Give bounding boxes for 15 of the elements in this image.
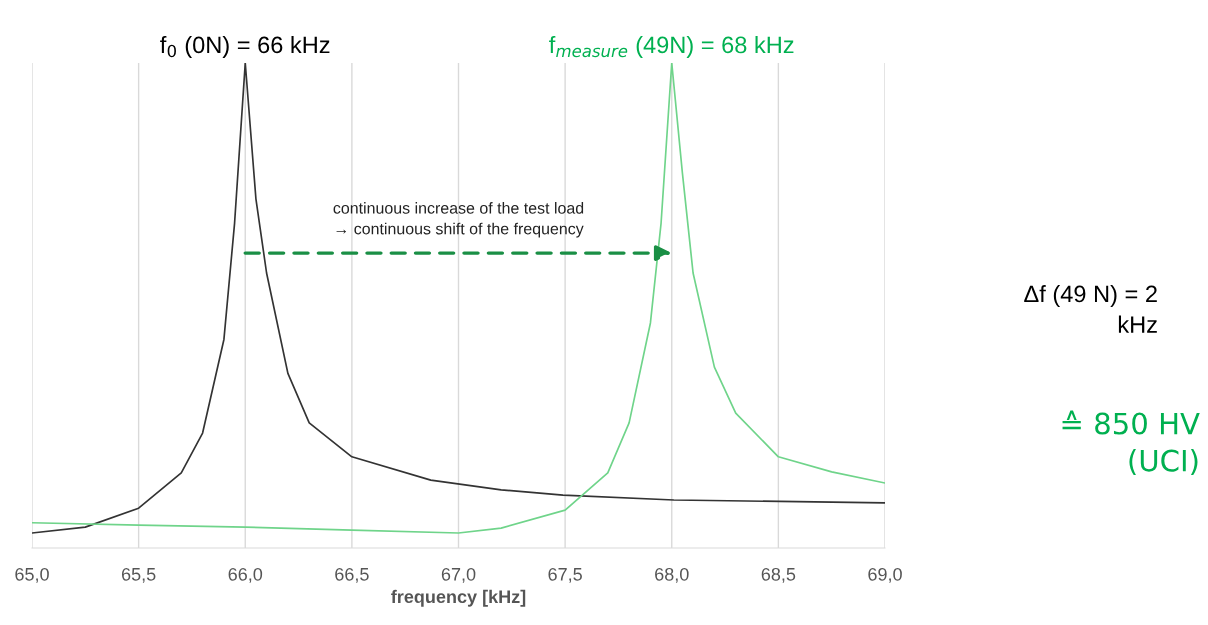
x-tick-label: 65,5 xyxy=(121,567,156,583)
x-tick-label: 69,0 xyxy=(868,567,902,583)
x-tick-label: 66,0 xyxy=(228,567,263,583)
x-tick-label: 67,0 xyxy=(441,567,476,583)
x-tick-label: 68,0 xyxy=(655,567,689,583)
text: Δf (49 N) = 2 kHz xyxy=(1024,285,1157,333)
x-tick-label: 66,5 xyxy=(335,567,369,583)
text: f$_{measure}$ (49N) = 68 kHz xyxy=(549,35,794,58)
x-tick-label: 65,0 xyxy=(15,567,49,583)
x-axis-title: frequency [kHz] xyxy=(391,589,526,607)
x-tick-label: 68,5 xyxy=(761,567,796,583)
x-tick-label: 67,5 xyxy=(548,567,582,583)
text: ≙ 850 HV (UCI) xyxy=(1062,410,1200,476)
text: f$_{0}$ (0N) = 66 kHz xyxy=(160,35,330,58)
annotation: continuous increase of the test load → continuous shift of the frequency xyxy=(333,202,584,238)
